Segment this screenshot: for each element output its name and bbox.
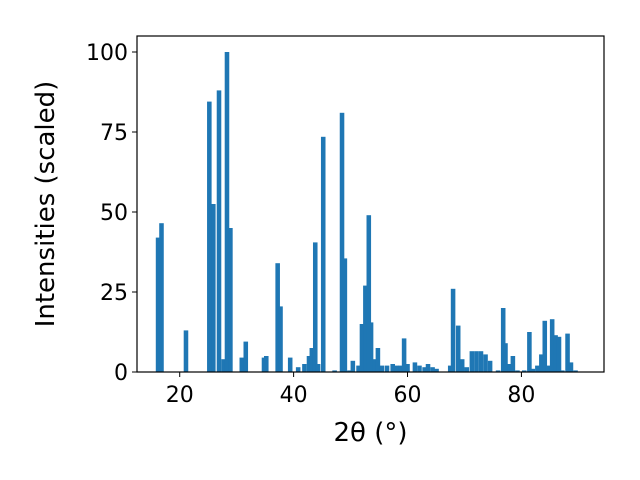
bar [568, 362, 574, 372]
bar [366, 215, 372, 372]
bar [363, 285, 368, 372]
bar [320, 136, 326, 372]
y-tick-label: 100 [86, 41, 128, 66]
bar [228, 228, 233, 372]
bar [500, 308, 506, 372]
bar [347, 370, 352, 372]
bar [350, 360, 356, 372]
bar [515, 370, 520, 372]
bar [295, 367, 301, 372]
bar [315, 364, 321, 372]
y-axis-ticks: 0 25 50 75 100 [86, 41, 137, 386]
bar [405, 364, 410, 372]
bar [306, 356, 312, 372]
bar [339, 112, 345, 373]
x-tick-label: 40 [280, 383, 308, 408]
bar [216, 90, 222, 373]
bar [425, 364, 431, 372]
bar [503, 343, 508, 372]
bar [390, 364, 395, 372]
bar [478, 351, 484, 372]
bar [159, 223, 164, 372]
bar [495, 370, 501, 372]
bar [530, 368, 536, 372]
bar [342, 258, 348, 372]
bar [368, 322, 374, 372]
bar [221, 359, 226, 372]
bar [379, 365, 385, 372]
bar [384, 365, 390, 372]
bar [312, 242, 318, 372]
bar [464, 367, 470, 372]
bar [507, 364, 512, 372]
bar [359, 324, 365, 372]
bar [239, 357, 245, 372]
bar [487, 360, 493, 372]
y-axis-label: Intensities (scaled) [31, 81, 61, 328]
bar [375, 348, 381, 372]
bar [398, 365, 403, 372]
x-axis-label: 2θ (°) [333, 418, 407, 448]
bar [527, 332, 532, 372]
bar [553, 335, 558, 372]
bar [264, 356, 269, 372]
bar [521, 370, 527, 372]
bar [417, 365, 422, 372]
bar [560, 370, 565, 372]
bar [243, 341, 249, 372]
bar [556, 336, 562, 372]
bar [549, 319, 555, 372]
bar [510, 356, 516, 372]
bar [183, 330, 189, 372]
bar [535, 365, 540, 372]
bar [545, 365, 551, 372]
x-tick-label: 80 [507, 383, 535, 408]
bar [565, 333, 570, 372]
bar [309, 348, 315, 372]
x-tick-label: 20 [166, 383, 194, 408]
x-axis-ticks: 20 40 60 80 [166, 372, 535, 408]
bar [302, 364, 307, 372]
bar [430, 367, 435, 372]
bar [450, 288, 456, 372]
bar [483, 354, 488, 372]
bar [455, 325, 461, 372]
bar [278, 306, 283, 372]
bar [434, 368, 439, 372]
bar [394, 365, 399, 372]
bar [287, 357, 293, 372]
bar [372, 359, 378, 372]
bar [211, 204, 216, 372]
bar [459, 359, 465, 372]
bar [224, 52, 230, 372]
bar [469, 351, 475, 372]
bar [447, 365, 453, 372]
bar [275, 263, 280, 372]
y-tick-label: 75 [100, 121, 128, 146]
bar [422, 367, 427, 372]
bar [474, 351, 479, 372]
bar [539, 354, 544, 372]
plot-frame [136, 35, 605, 373]
x-tick-label: 60 [394, 383, 422, 408]
bar [356, 365, 361, 372]
y-tick-label: 50 [100, 201, 128, 226]
bar [401, 338, 407, 372]
bar [542, 320, 548, 372]
bar [412, 362, 418, 372]
bar [155, 237, 161, 372]
y-tick-label: 25 [100, 281, 128, 306]
bar [207, 101, 212, 372]
bar [332, 370, 337, 372]
y-tick-label: 0 [114, 361, 128, 386]
bars-group [155, 52, 578, 373]
bar [573, 370, 578, 372]
